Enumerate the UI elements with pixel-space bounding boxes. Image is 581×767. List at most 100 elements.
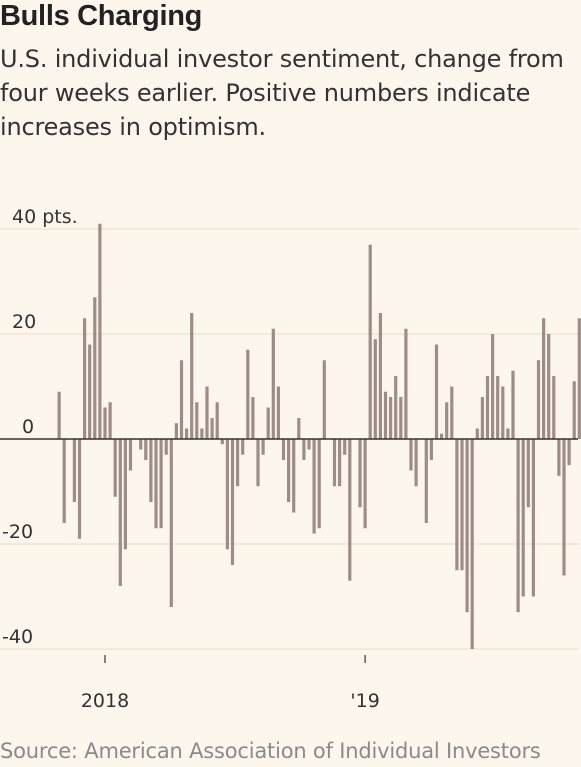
bar bbox=[169, 439, 173, 607]
bar bbox=[485, 376, 490, 439]
bar bbox=[389, 397, 393, 439]
bar bbox=[470, 439, 474, 649]
y-tick-label: -40 bbox=[2, 626, 33, 648]
bar bbox=[271, 328, 275, 439]
bar bbox=[195, 402, 199, 439]
bar bbox=[363, 439, 367, 529]
bar bbox=[118, 439, 122, 586]
bar bbox=[322, 360, 326, 439]
bar bbox=[251, 397, 255, 439]
bar bbox=[210, 418, 214, 439]
bar bbox=[77, 439, 82, 539]
bar bbox=[521, 439, 525, 597]
bar bbox=[562, 439, 566, 576]
bar bbox=[185, 428, 189, 439]
bar bbox=[552, 376, 556, 439]
y-tick-label: 20 bbox=[12, 311, 36, 333]
bar bbox=[440, 433, 444, 439]
bar bbox=[246, 349, 250, 439]
bar bbox=[516, 439, 520, 613]
bar bbox=[547, 334, 551, 439]
bar bbox=[358, 439, 362, 508]
bar bbox=[511, 370, 515, 439]
bar bbox=[241, 439, 245, 455]
bar bbox=[368, 244, 372, 439]
bar bbox=[159, 439, 163, 529]
y-tick-label: -20 bbox=[2, 521, 33, 543]
bar bbox=[297, 418, 301, 439]
bar bbox=[557, 439, 561, 476]
bar bbox=[373, 339, 377, 439]
bar bbox=[108, 402, 112, 439]
bar bbox=[256, 439, 260, 487]
bar bbox=[302, 439, 306, 460]
bar bbox=[113, 439, 117, 497]
bar bbox=[424, 439, 428, 523]
bar bbox=[266, 407, 270, 439]
bar bbox=[215, 402, 219, 439]
bar bbox=[179, 360, 184, 439]
bar bbox=[506, 428, 510, 439]
bar bbox=[276, 386, 280, 439]
bar bbox=[312, 439, 316, 534]
bar bbox=[409, 439, 413, 471]
bar bbox=[383, 391, 388, 439]
bar bbox=[144, 439, 148, 460]
bar bbox=[83, 318, 87, 439]
bar bbox=[434, 344, 439, 439]
y-tick-label: 40 pts. bbox=[12, 206, 78, 228]
x-tick-label: '19 bbox=[350, 690, 379, 712]
bar bbox=[572, 381, 576, 439]
bar bbox=[164, 439, 168, 455]
bars bbox=[57, 223, 581, 649]
bar bbox=[205, 386, 209, 439]
bar bbox=[567, 439, 571, 466]
bar bbox=[414, 439, 418, 487]
bar bbox=[57, 391, 61, 439]
bar bbox=[317, 439, 321, 529]
bar bbox=[491, 334, 495, 439]
bar bbox=[455, 439, 459, 571]
bar bbox=[577, 318, 581, 439]
bar bbox=[62, 439, 66, 523]
bar bbox=[348, 439, 352, 581]
bar bbox=[292, 439, 296, 513]
bar bbox=[429, 439, 433, 460]
bar bbox=[496, 376, 500, 439]
x-tick-label: 2018 bbox=[81, 690, 129, 712]
bar bbox=[338, 439, 342, 487]
bar bbox=[536, 360, 541, 439]
bar bbox=[72, 439, 76, 502]
bar bbox=[378, 313, 382, 439]
bar bbox=[123, 439, 127, 550]
bar bbox=[531, 439, 535, 597]
bar bbox=[149, 439, 153, 502]
bar bbox=[542, 318, 546, 439]
bar bbox=[98, 223, 102, 439]
bar bbox=[281, 439, 286, 460]
axes: 40 pts. 20 0 -20 -40 2018 '19 bbox=[0, 206, 578, 712]
bar bbox=[332, 439, 337, 487]
bar bbox=[93, 297, 97, 439]
bar bbox=[225, 439, 229, 550]
source-note: Source: American Association of Individu… bbox=[0, 739, 541, 763]
bar bbox=[475, 428, 479, 439]
bar bbox=[526, 439, 530, 508]
bar bbox=[343, 439, 347, 455]
bar bbox=[220, 439, 224, 445]
bar bbox=[287, 439, 291, 502]
bar bbox=[404, 328, 408, 439]
chart-subtitle: U.S. individual investor sentiment, chan… bbox=[0, 45, 564, 141]
chart-title: Bulls Charging bbox=[0, 0, 203, 32]
bar bbox=[307, 439, 311, 450]
bar bbox=[445, 402, 449, 439]
bar bbox=[103, 407, 107, 439]
bar bbox=[460, 439, 464, 571]
y-tick-label: 0 bbox=[22, 416, 34, 438]
bar bbox=[190, 313, 194, 439]
bar bbox=[139, 439, 143, 450]
bar bbox=[450, 386, 454, 439]
bar bbox=[261, 439, 265, 455]
bar bbox=[394, 376, 398, 439]
